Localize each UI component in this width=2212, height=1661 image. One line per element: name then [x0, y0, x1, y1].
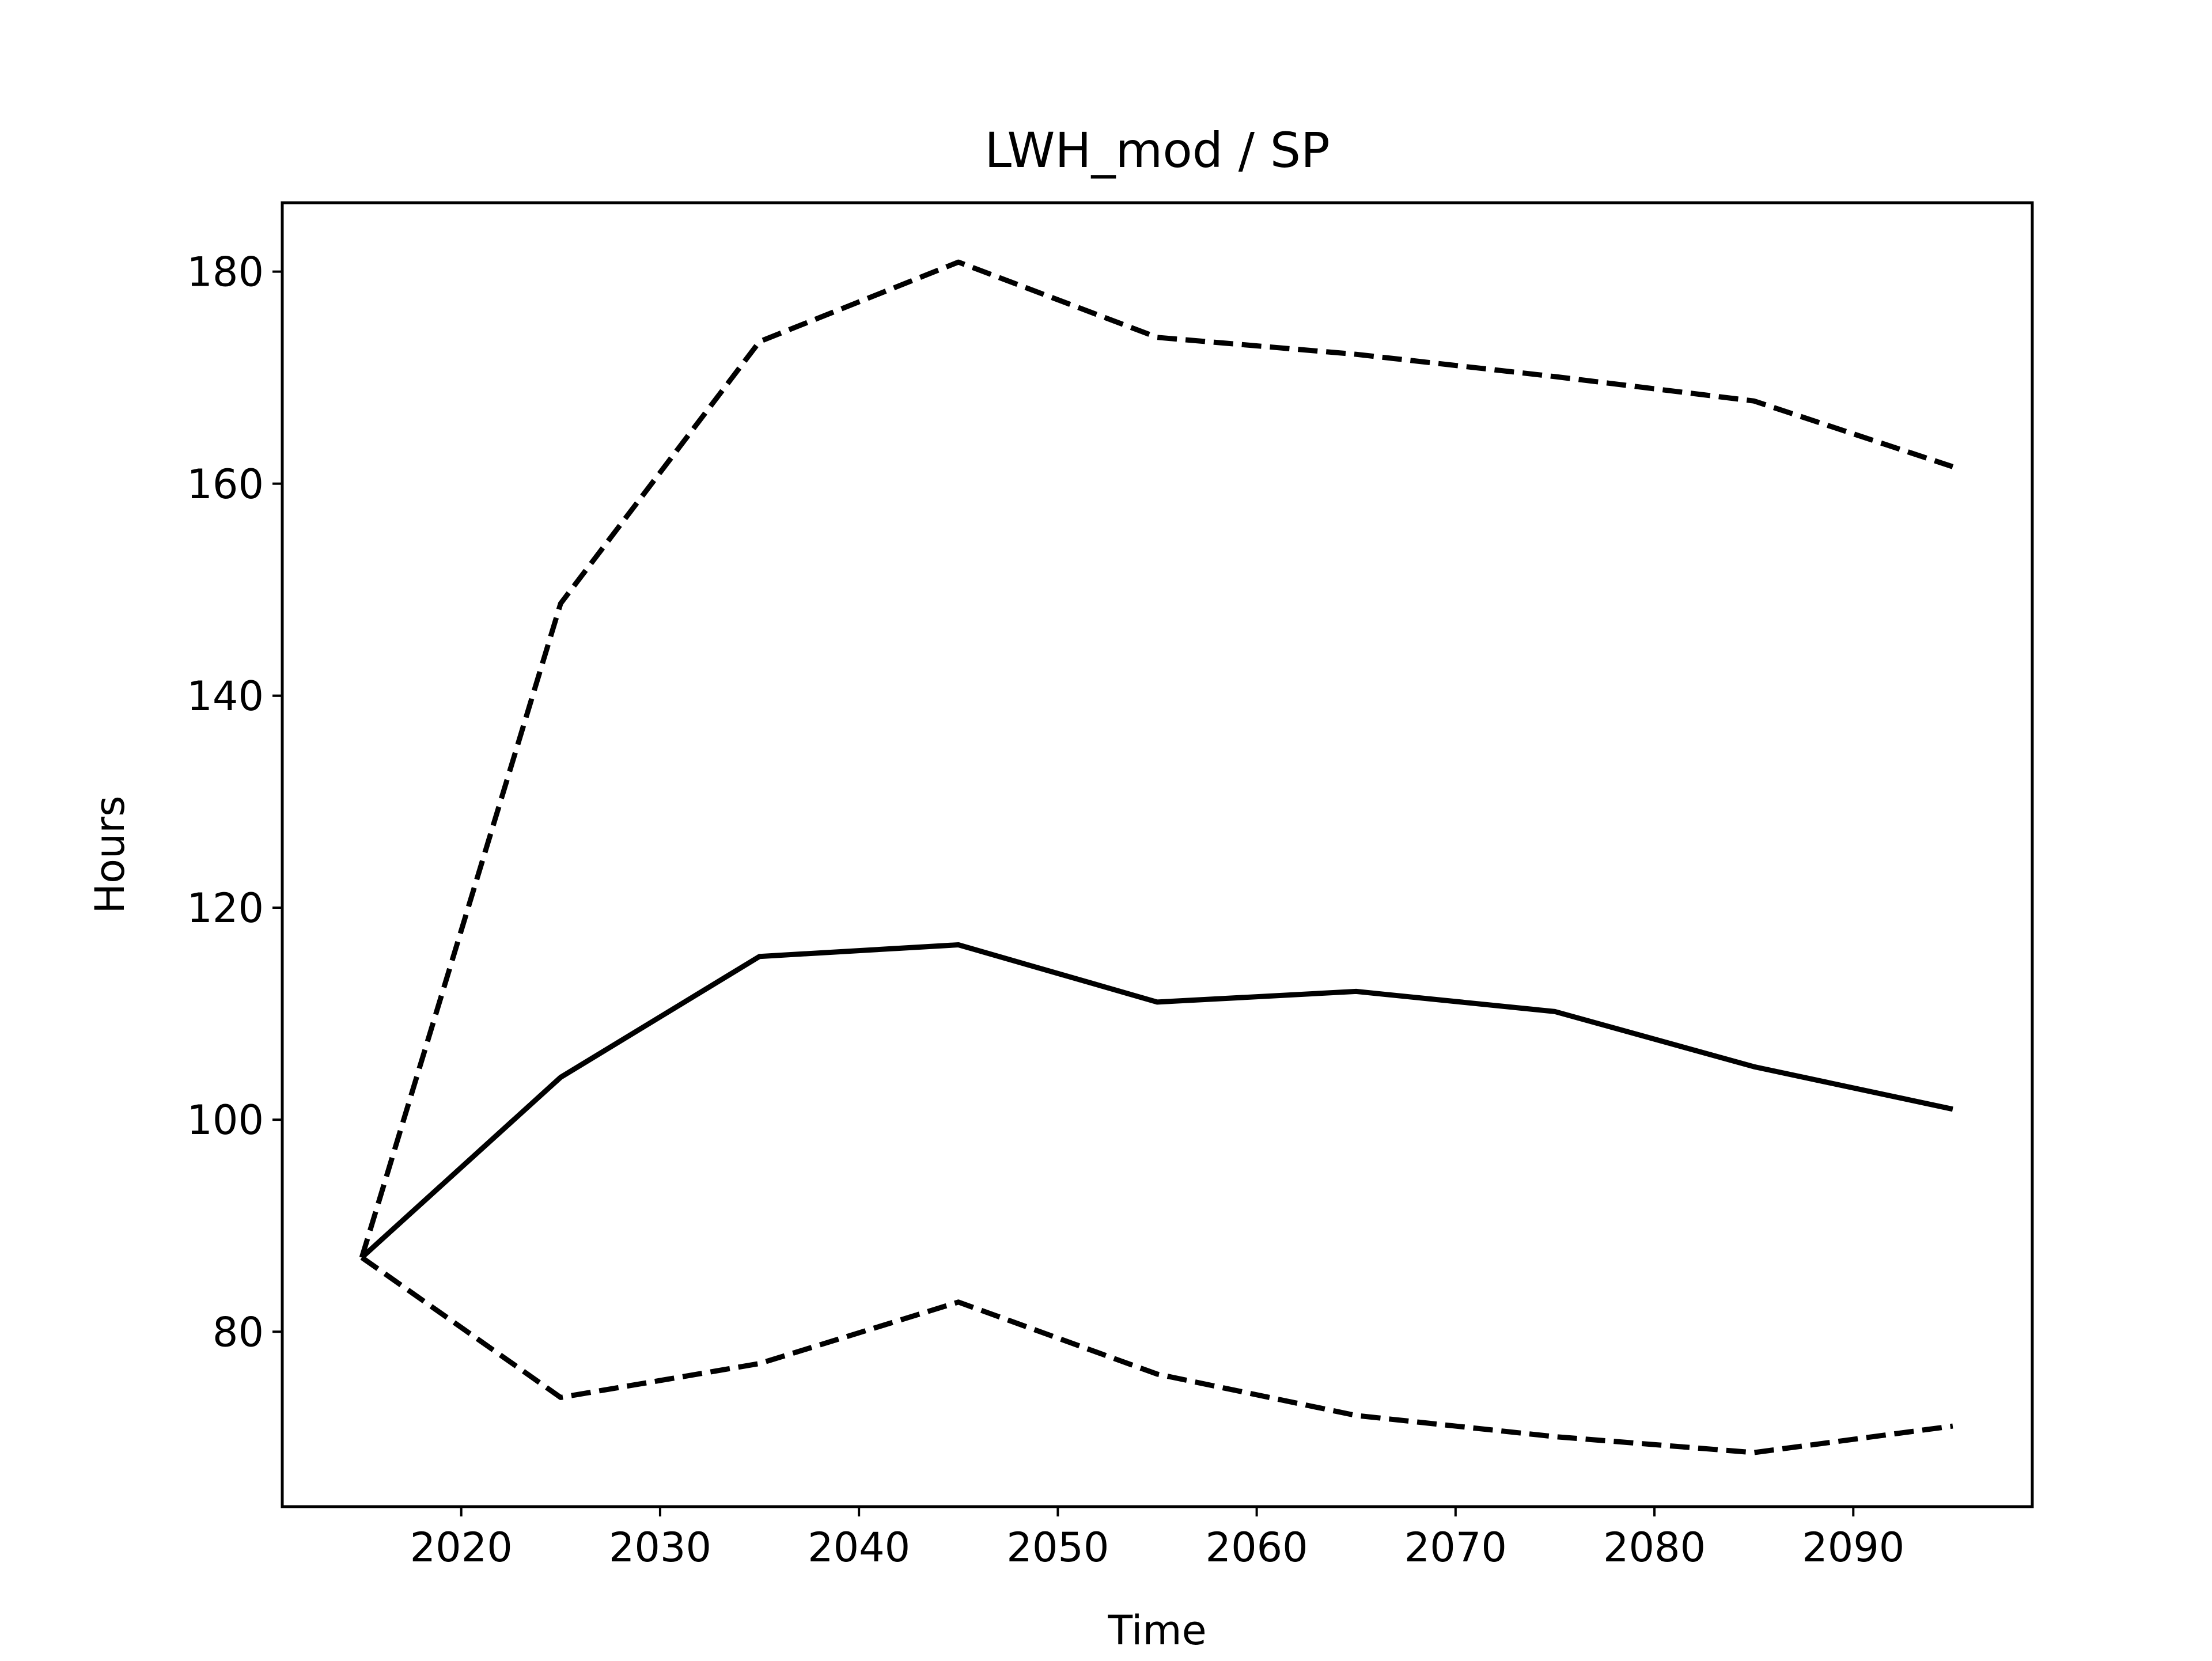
chart-title: LWH_mod / SP — [984, 122, 1330, 179]
y-tick-label: 120 — [187, 885, 264, 932]
y-axis-label: Hours — [86, 795, 134, 913]
series-line-2-dashed — [359, 259, 1954, 1258]
y-tick-label: 100 — [187, 1097, 264, 1144]
x-tick-label: 2070 — [1404, 1524, 1507, 1571]
x-tick-label: 2060 — [1206, 1524, 1308, 1571]
series-line-3-dashed — [360, 1255, 1953, 1455]
x-tick-label: 2080 — [1603, 1524, 1706, 1571]
series-layer — [359, 259, 1954, 1455]
y-tick-label: 180 — [187, 249, 264, 296]
y-tick-label: 140 — [187, 673, 264, 720]
x-tick-label: 2050 — [1006, 1524, 1109, 1571]
y-axis: 80 100 120 140 160 180 — [187, 249, 282, 1356]
x-tick-label: 2040 — [808, 1524, 910, 1571]
y-tick-label: 160 — [187, 461, 264, 508]
x-tick-label: 2020 — [410, 1524, 513, 1571]
x-axis-label: Time — [1107, 1607, 1206, 1654]
y-tick-label: 80 — [213, 1309, 264, 1356]
x-axis: 2020 2030 2040 2050 2060 2070 2080 2090 — [410, 1507, 1904, 1571]
x-tick-label: 2030 — [609, 1524, 711, 1571]
x-tick-label: 2090 — [1802, 1524, 1904, 1571]
series-line-1-solid — [360, 942, 1953, 1260]
plot-frame — [281, 201, 2034, 1508]
